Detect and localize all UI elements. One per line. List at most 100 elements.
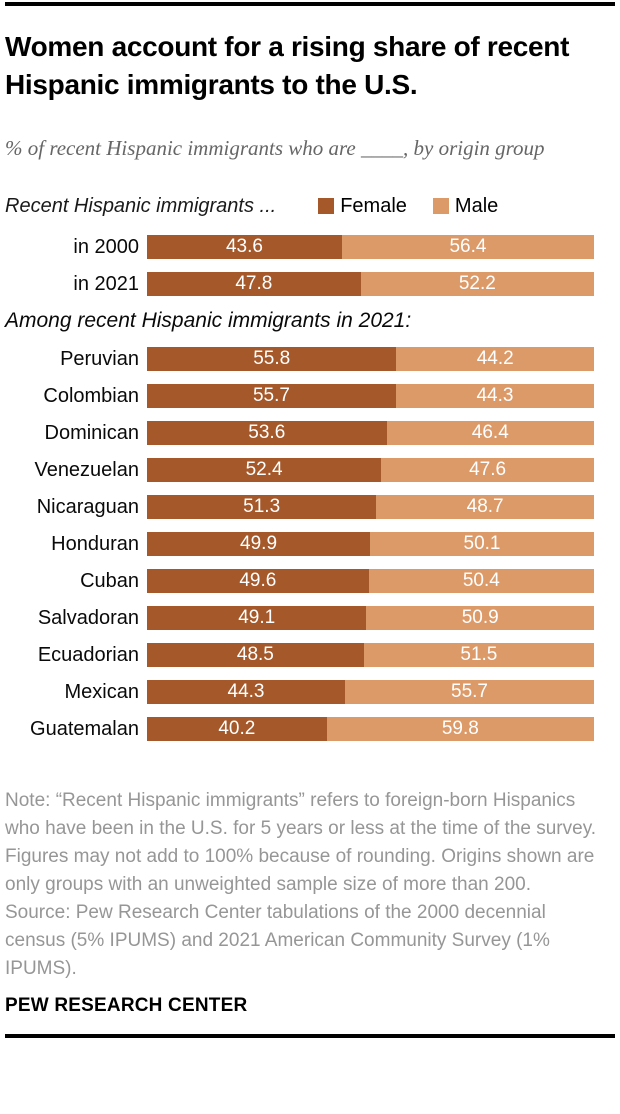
bar-track: 52.4 47.6 [147,458,594,482]
male-bar-segment: 48.7 [376,495,594,519]
bar-track: 47.8 52.2 [147,272,594,296]
male-value-label: 50.4 [462,570,500,591]
bar-track: 55.7 44.3 [147,384,594,408]
female-value-label: 43.6 [225,236,263,257]
male-value-label: 48.7 [466,496,504,517]
male-value-label: 56.4 [449,236,487,257]
female-value-label: 44.3 [227,681,265,702]
male-bar-segment: 51.5 [363,643,594,667]
female-bar-segment: 40.2 [147,717,327,741]
page-title: Women account for a rising share of rece… [5,31,570,100]
male-value-label: 47.6 [469,459,507,480]
bar-track: 49.6 50.4 [147,569,594,593]
female-bar-segment: 44.3 [147,680,346,704]
male-value-label: 44.2 [476,348,514,369]
origin-rows-group: Peruvian 55.8 44.2 Colombian 55.7 44.3 D… [5,347,615,741]
row-label: in 2000 [73,235,139,258]
bar-row: Honduran 49.9 50.1 [5,532,615,556]
female-bar-segment: 52.4 [147,458,382,482]
female-bar-segment: 48.5 [147,643,364,667]
female-bar-segment: 51.3 [147,495,377,519]
male-bar-segment: 47.6 [381,458,594,482]
bar-track: 53.6 46.4 [147,421,594,445]
female-bar-segment: 43.6 [147,235,342,259]
male-value-label: 50.9 [461,607,499,628]
female-value-label: 55.8 [253,348,291,369]
female-bar-segment: 49.1 [147,606,367,630]
legend-prefix: Recent Hispanic immigrants ... [5,194,277,217]
female-value-label: 49.6 [239,570,277,591]
female-bar-segment: 55.7 [147,384,396,408]
male-value-label: 55.7 [451,681,488,702]
row-label: Honduran [51,532,139,555]
female-bar-segment: 49.6 [147,569,369,593]
section-header: Among recent Hispanic immigrants in 2021… [5,309,412,332]
bar-row: Ecuadorian 48.5 51.5 [5,643,615,667]
bar-row: in 2021 47.8 52.2 [5,272,615,296]
male-value-label: 44.3 [476,385,514,406]
bar-row: Venezuelan 52.4 47.6 [5,458,615,482]
female-value-label: 47.8 [235,273,273,294]
female-bar-segment: 49.9 [147,532,371,556]
male-bar-segment: 50.1 [370,532,594,556]
female-value-label: 55.7 [252,385,290,406]
row-label: Salvadoran [37,606,139,629]
row-label: Peruvian [60,347,139,370]
row-label: Venezuelan [34,458,139,481]
row-label: Cuban [80,569,139,592]
row-label: Nicaraguan [36,495,139,518]
male-value-label: 59.8 [441,718,479,739]
male-bar-segment: 52.2 [360,272,594,296]
row-label: Mexican [64,680,139,703]
bar-track: 44.3 55.7 [147,680,594,704]
male-bar-segment: 55.7 [345,680,594,704]
row-label: Ecuadorian [37,643,139,666]
stacked-bar-chart: in 2000 43.6 56.4 in 2021 47.8 52.2 Amon… [5,235,615,741]
male-bar-segment: 50.4 [368,569,594,593]
bar-row: Cuban 49.6 50.4 [5,569,615,593]
male-value-label: 51.5 [460,644,498,665]
row-label: Guatemalan [30,717,139,740]
male-value-label: 50.1 [463,533,501,554]
row-label: Colombian [43,384,139,407]
bottom-rule [5,1034,615,1038]
female-value-label: 53.6 [248,422,286,443]
male-bar-segment: 44.2 [396,347,594,371]
female-value-label: 49.9 [240,533,278,554]
bar-row: Nicaraguan 51.3 48.7 [5,495,615,519]
page-subtitle: % of recent Hispanic immigrants who are … [5,136,545,160]
bar-track: 43.6 56.4 [147,235,594,259]
bar-track: 49.1 50.9 [147,606,594,630]
legend-male-label: Male [454,194,499,217]
male-bar-segment: 56.4 [341,235,594,259]
female-swatch-icon [318,198,335,214]
bar-track: 55.8 44.2 [147,347,594,371]
female-bar-segment: 53.6 [147,421,387,445]
male-swatch-icon [432,198,449,214]
bar-row: Dominican 53.6 46.4 [5,421,615,445]
brand-label: PEW RESEARCH CENTER [5,995,248,1016]
legend-item-male: Male [432,194,499,218]
bar-track: 51.3 48.7 [147,495,594,519]
female-value-label: 48.5 [236,644,274,665]
female-value-label: 40.2 [218,718,256,739]
year-rows-group: in 2000 43.6 56.4 in 2021 47.8 52.2 [5,235,615,296]
female-value-label: 51.3 [243,496,281,517]
note-text: Note: “Recent Hispanic immigrants” refer… [5,790,597,895]
male-bar-segment: 59.8 [326,717,594,741]
male-value-label: 46.4 [471,422,509,443]
bar-track: 49.9 50.1 [147,532,594,556]
legend-female-label: Female [340,194,407,217]
bar-row: Guatemalan 40.2 59.8 [5,717,615,741]
row-label: Dominican [44,421,139,444]
male-value-label: 52.2 [458,273,496,294]
bar-row: Mexican 44.3 55.7 [5,680,615,704]
row-label: in 2021 [73,272,139,295]
female-bar-segment: 55.8 [147,347,397,371]
bar-track: 48.5 51.5 [147,643,594,667]
bar-row: in 2000 43.6 56.4 [5,235,615,259]
male-bar-segment: 50.9 [366,606,594,630]
bar-row: Colombian 55.7 44.3 [5,384,615,408]
bar-track: 40.2 59.8 [147,717,594,741]
source-text: Source: Pew Research Center tabulations … [5,902,550,979]
